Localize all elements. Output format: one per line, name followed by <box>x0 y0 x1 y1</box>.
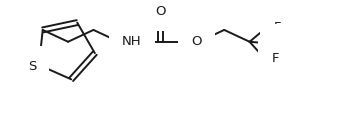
Text: F: F <box>278 37 286 50</box>
Text: O: O <box>156 5 166 18</box>
Text: F: F <box>271 52 279 65</box>
Text: F: F <box>274 21 281 34</box>
Text: S: S <box>28 60 36 72</box>
Text: NH: NH <box>122 35 142 48</box>
Text: O: O <box>191 35 201 48</box>
